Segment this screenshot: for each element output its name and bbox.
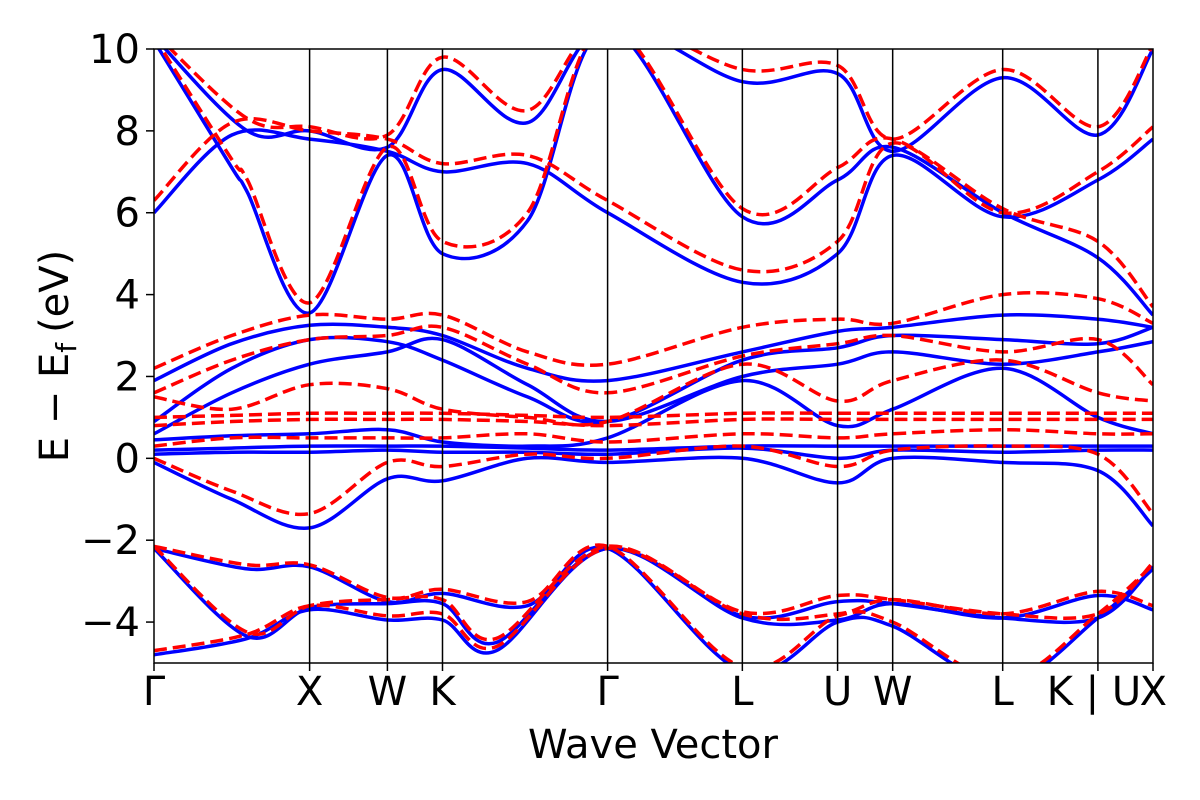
y-axis-label-main: E − E xyxy=(32,353,78,463)
x-axis-label: Wave Vector xyxy=(528,722,779,768)
y-axis-label-subscript: f xyxy=(50,342,83,353)
y-tick-label: 0 xyxy=(115,436,140,482)
x-tick-label: X xyxy=(296,669,323,715)
x-tick-label: K | U xyxy=(1047,669,1141,715)
x-tick-label: X xyxy=(1140,669,1167,715)
model-band-line xyxy=(159,49,1153,309)
model-band-line xyxy=(154,291,1153,370)
x-tick-label: W xyxy=(873,669,913,715)
model-band-line xyxy=(154,546,1153,653)
high-symmetry-lines xyxy=(308,49,1099,663)
model-band-line xyxy=(154,543,1153,663)
y-tick-label: 10 xyxy=(89,27,140,73)
y-tick-label: 2 xyxy=(115,354,140,400)
y-tick-label: −4 xyxy=(81,600,140,646)
x-tick-label: L xyxy=(992,669,1015,715)
x-tick-label: Γ xyxy=(143,669,166,715)
y-tick-label: 4 xyxy=(115,273,140,319)
y-axis-label: E − Ef (eV) xyxy=(32,250,83,463)
y-tick-label: 6 xyxy=(115,191,140,237)
x-tick-label: Γ xyxy=(596,669,619,715)
y-axis-label-unit: (eV) xyxy=(32,250,78,333)
y-tick-label: −2 xyxy=(81,518,140,564)
model-band-line xyxy=(154,544,1153,642)
plot-frame xyxy=(153,48,1154,664)
y-tick-label: 8 xyxy=(115,109,140,155)
y-axis-ticks: −4 −2 0 2 4 6 8 10 xyxy=(81,27,154,646)
x-tick-label: W xyxy=(368,669,408,715)
x-tick-label: L xyxy=(731,669,754,715)
plot-area xyxy=(153,48,1154,664)
x-tick-label: K xyxy=(429,669,457,715)
x-tick-label: U xyxy=(823,669,852,715)
